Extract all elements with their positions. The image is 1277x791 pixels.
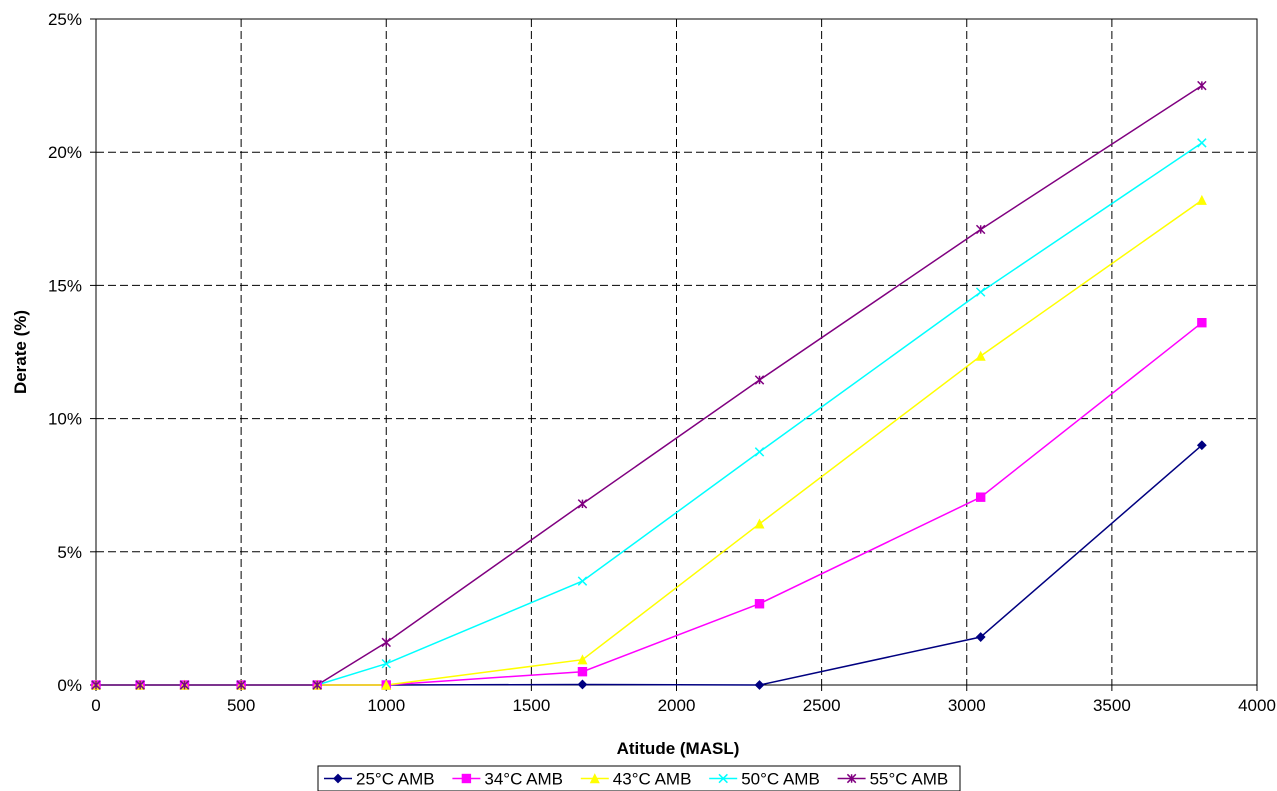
series-line-5 (96, 84, 1203, 686)
data-point-series-4 (975, 287, 986, 297)
legend-label: 50°C AMB (741, 770, 820, 789)
data-point-series-5 (975, 224, 986, 235)
data-point-series-4 (381, 658, 391, 669)
legend: 25°C AMB 34°C AMB 43°C AMB 50°C AMB 55°C AMB (317, 765, 961, 791)
x-tick-label: 3500 (1093, 696, 1131, 715)
x-tick-label: 1500 (512, 696, 550, 715)
x-axis-title: Atitude (MASL) (617, 739, 740, 758)
y-tick-label: 15% (48, 276, 82, 295)
legend-marker (333, 773, 343, 784)
data-point-series-5 (577, 499, 588, 509)
data-point-series-3 (1196, 194, 1207, 205)
data-point-series-5 (1197, 80, 1207, 91)
legend-marker (461, 773, 472, 784)
data-point-series-5 (91, 680, 101, 690)
data-point-series-1 (754, 680, 765, 690)
data-point-series-2 (1197, 317, 1207, 328)
data-point-series-4 (577, 576, 588, 586)
x-tick-label: 0 (91, 696, 100, 715)
data-point-series-1 (577, 679, 588, 690)
x-tick-label: 2000 (658, 696, 696, 715)
data-point-series-5 (135, 680, 145, 690)
data-point-series-5 (754, 375, 765, 385)
data-point-series-3 (381, 679, 392, 690)
data-point-series-5 (312, 680, 322, 690)
y-tick-label: 0% (57, 676, 82, 695)
legend-label: 34°C AMB (484, 770, 563, 789)
data-point-series-5 (179, 680, 190, 690)
y-tick-label: 20% (48, 143, 82, 162)
data-point-series-2 (754, 599, 765, 609)
legend-box (317, 765, 961, 791)
data-point-series-3 (975, 350, 986, 361)
x-tick-label: 1000 (367, 696, 405, 715)
legend-marker (718, 773, 728, 784)
y-tick-label: 5% (57, 543, 82, 562)
data-point-series-2 (975, 492, 986, 502)
data-point-series-1 (975, 632, 986, 642)
data-point-series-3 (754, 518, 765, 529)
data-point-series-1 (1196, 440, 1207, 451)
legend-marker (589, 773, 600, 784)
x-tick-label: 3000 (948, 696, 986, 715)
legend-marker (846, 773, 857, 784)
x-tick-label: 500 (227, 696, 255, 715)
data-point-series-5 (236, 680, 246, 690)
x-tick-label: 2500 (803, 696, 841, 715)
data-point-series-3 (577, 654, 588, 665)
data-point-series-2 (577, 666, 588, 677)
y-tick-label: 10% (48, 410, 82, 429)
data-point-series-4 (754, 447, 765, 457)
x-tick-label: 4000 (1238, 696, 1276, 715)
data-point-series-4 (1197, 138, 1207, 148)
legend-label: 25°C AMB (356, 770, 435, 789)
data-point-series-5 (381, 637, 391, 648)
legend-label: 43°C AMB (613, 770, 692, 789)
legend-label: 55°C AMB (870, 770, 949, 789)
y-tick-label: 25% (48, 10, 82, 29)
y-axis-title: Derate (%) (11, 310, 30, 394)
